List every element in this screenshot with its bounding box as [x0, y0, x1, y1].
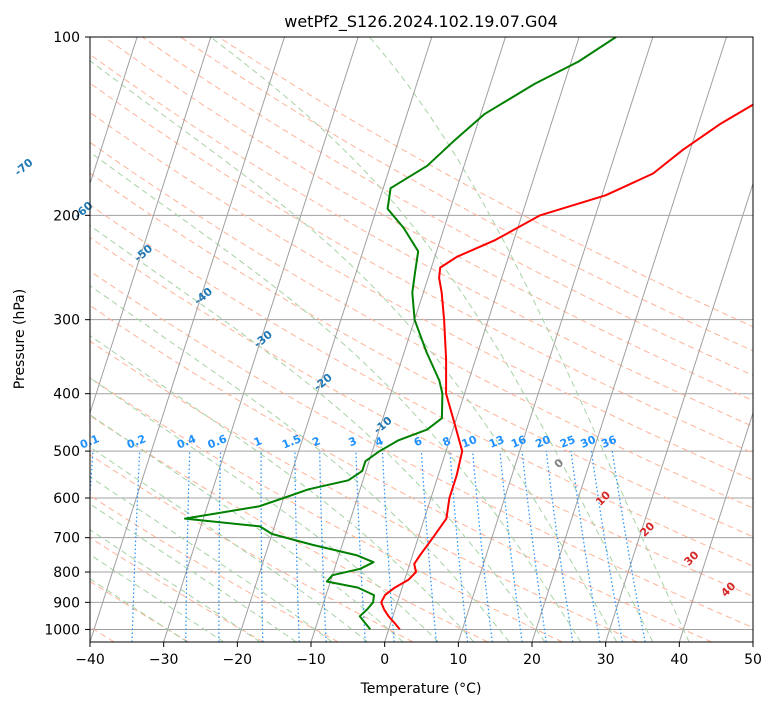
- mixing-ratio-label: 3: [347, 434, 359, 449]
- dry-adiabat-line: [103, 37, 753, 402]
- isotherm-line: [0, 37, 63, 642]
- isotherm-line: [457, 37, 654, 642]
- mixing-ratio-label: 2: [310, 434, 322, 449]
- isotherm-line: [90, 37, 285, 642]
- isotherm-line: [752, 640, 753, 642]
- moist-adiabat-line: [90, 503, 297, 642]
- isotherm-line: [531, 37, 727, 642]
- moist-adiabat-line: [90, 151, 582, 642]
- mixing-ratio-label: 30: [579, 433, 598, 451]
- moist-adiabats: [90, 37, 690, 642]
- dry-adiabat-line: [90, 415, 488, 642]
- chart-title: wetPf2_S126.2024.102.19.07.G04: [284, 12, 558, 32]
- mixing-ratio-line: [499, 451, 523, 642]
- moist-adiabat-line: [90, 476, 333, 642]
- moist-adiabat-line: [90, 285, 510, 642]
- dry-adiabat-line: [90, 270, 753, 629]
- y-axis-ticks: 100 200 300 400 500 600 700 800 900 1000: [44, 30, 90, 638]
- moist-adiabat-line: [90, 414, 404, 642]
- mixing-ratio-label: 20: [533, 433, 552, 451]
- y-tick-label: 300: [53, 313, 80, 329]
- y-tick-label: 600: [53, 491, 80, 507]
- moist-adiabat-line: [90, 60, 618, 642]
- dry-adiabat-line: [90, 580, 190, 642]
- dry-adiabat-line: [90, 304, 712, 642]
- isotherm-line: [310, 37, 506, 642]
- y-tick-label: 800: [53, 565, 80, 581]
- x-axis-title: Temperature (°C): [360, 681, 482, 697]
- x-tick-label: 30: [597, 652, 615, 668]
- dry-adiabat-line: [90, 236, 753, 598]
- moist-adiabat-line: [90, 224, 546, 642]
- dry-adiabat-line: [218, 37, 753, 328]
- x-tick-label: 20: [523, 652, 541, 668]
- mixing-ratio-label: 36: [599, 433, 618, 451]
- isotherm-line: [236, 37, 433, 642]
- mixing-ratio-label: 16: [509, 433, 528, 451]
- y-tick-label: 400: [53, 387, 80, 403]
- mixing-ratio-lines: [90, 451, 646, 642]
- dry-adiabat-line: [90, 111, 753, 481]
- moist-adiabat-line: [90, 377, 439, 642]
- isotherm-line: [90, 37, 138, 186]
- y-tick-label: 1000: [44, 622, 80, 638]
- isotherm-line: [163, 37, 359, 642]
- dewpoint-profile-line: [183, 37, 617, 631]
- x-tick-label: −10: [296, 652, 326, 668]
- mixing-ratio-line: [472, 451, 493, 642]
- dry-adiabat-line: [90, 340, 638, 642]
- y-tick-label: 700: [53, 531, 80, 547]
- x-tick-label: 40: [670, 652, 688, 668]
- mixing-ratio-label: 8: [441, 434, 453, 449]
- plot-frame: [89, 36, 754, 643]
- x-tick-label: −40: [75, 652, 105, 668]
- isotherm-line: [678, 411, 753, 642]
- dry-adiabat-line: [90, 141, 753, 509]
- x-tick-label: 10: [449, 652, 467, 668]
- mixing-ratio-line: [570, 451, 601, 642]
- dry-adiabat-line: [90, 82, 753, 454]
- mixing-ratio-line: [420, 451, 437, 642]
- temperature-profile-line: [380, 103, 753, 631]
- x-tick-label: −20: [223, 652, 253, 668]
- y-tick-label: 500: [53, 444, 80, 460]
- mixing-ratio-label: 1: [252, 434, 264, 449]
- x-tick-label: 50: [744, 652, 762, 668]
- mixing-ratio-line: [449, 451, 469, 642]
- dry-adiabats: [90, 37, 753, 642]
- dry-adiabat-line: [142, 37, 753, 376]
- y-tick-label: 900: [53, 595, 80, 611]
- y-tick-label: 200: [53, 208, 80, 224]
- x-tick-label: −30: [149, 652, 179, 668]
- mixing-ratio-label: 10: [460, 433, 479, 451]
- y-axis-title: Pressure (hPa): [12, 289, 28, 389]
- dry-adiabat-line: [90, 377, 563, 642]
- mixing-ratio-label: 13: [487, 433, 506, 451]
- profile-series: [183, 37, 753, 631]
- mixing-ratio-line: [545, 451, 574, 642]
- dry-adiabat-line: [90, 537, 264, 642]
- x-axis-ticks: −40 −30 −20 −10 0 10 20 30 40 50: [75, 642, 762, 668]
- x-tick-label: 0: [380, 652, 389, 668]
- isotherm-line: [90, 37, 212, 415]
- y-tick-label: 100: [53, 30, 80, 46]
- isotherm-grid: [0, 37, 753, 642]
- mixing-ratio-line: [521, 451, 547, 642]
- moist-adiabat-line: [210, 37, 654, 642]
- mixing-ratio-label: 25: [558, 433, 577, 451]
- isotherm-line: [384, 37, 580, 642]
- isotherm-label: -70: [12, 156, 36, 179]
- isotherm-line: [605, 182, 753, 642]
